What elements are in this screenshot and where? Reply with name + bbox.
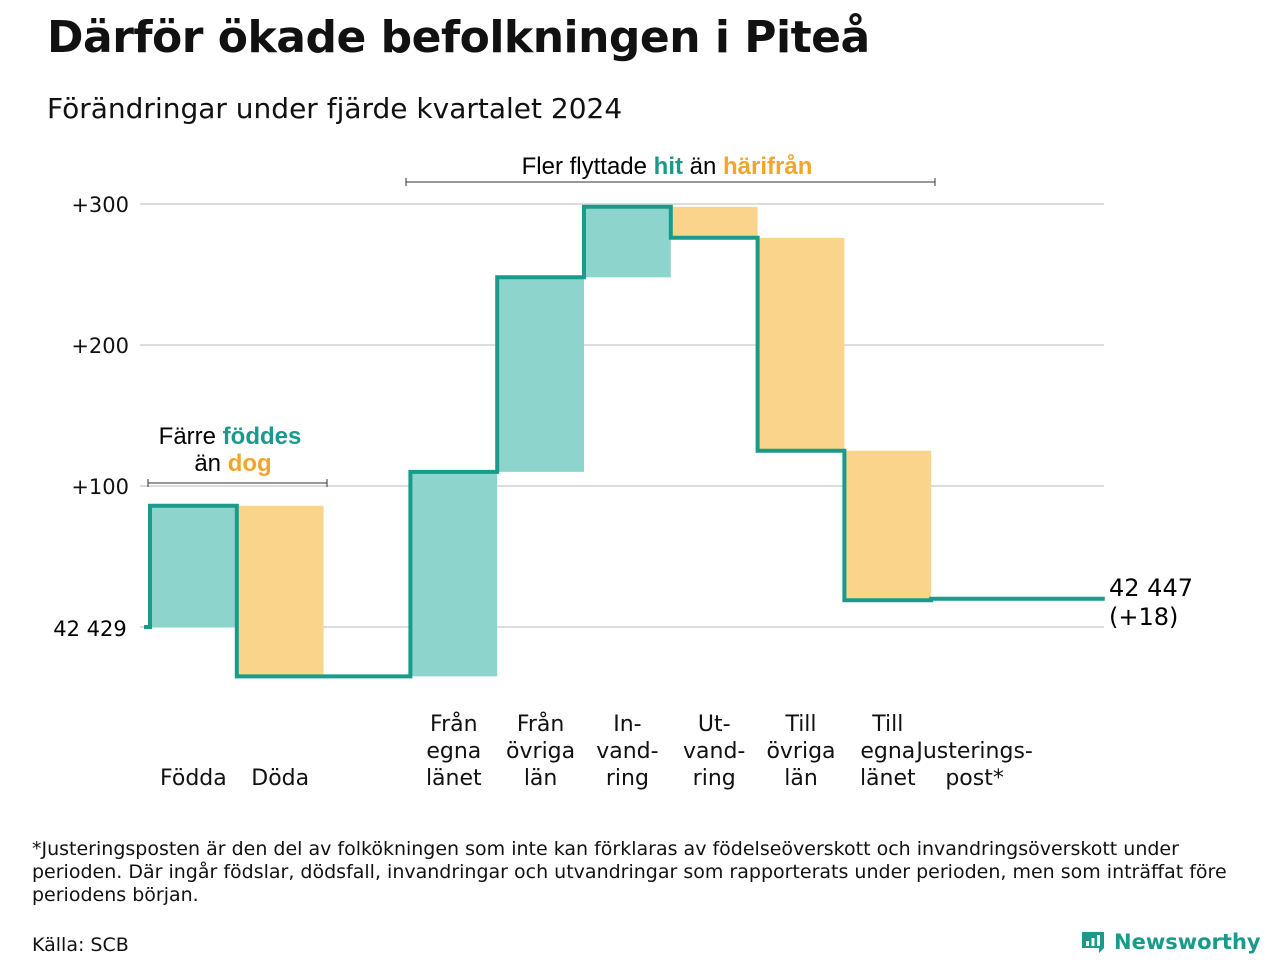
- annotation-highlight-decrease: härifrån: [723, 153, 812, 180]
- x-category-label: Till egna länet: [860, 712, 916, 791]
- y-tick-label: +200: [71, 334, 129, 358]
- x-category-label: Från egna länet: [426, 711, 482, 791]
- cumulative-step-line: [144, 204, 1105, 679]
- waterfall-chart: +100 +200 +300 Födda Döda Från egna länet Från öv…: [53, 153, 1193, 791]
- annotation-text: än: [194, 450, 227, 477]
- x-category-label: Födda: [160, 766, 227, 791]
- brand-name: Newsworthy: [1114, 930, 1261, 954]
- brand[interactable]: Newsworthy: [1080, 929, 1261, 955]
- bars: [150, 206, 932, 677]
- end-value-label: 42 447: [1109, 574, 1193, 602]
- decrease-bar: [236, 505, 324, 677]
- births-deaths-annotation: Färre föddes än dog: [147, 423, 328, 487]
- step-line: [144, 204, 1105, 679]
- migration-annotation: Fler flyttade hit än härifrån: [405, 153, 936, 186]
- annotation-text: än: [683, 153, 723, 180]
- axis-labels: +100 +200 +300 Födda Döda Från egna länet Från öv…: [71, 193, 1033, 791]
- x-category-label: Döda: [251, 766, 309, 791]
- x-category-label: Ut-vand-ring: [683, 712, 745, 791]
- decrease-bar: [670, 206, 758, 238]
- chart-subtitle: Förändringar under fjärde kvartalet 2024: [47, 92, 623, 125]
- newsworthy-logo-icon: [1082, 932, 1104, 953]
- source-label: Källa: SCB: [32, 934, 129, 956]
- decrease-bar: [757, 237, 845, 451]
- increase-bar: [497, 277, 584, 472]
- annotation-highlight-increase: hit: [654, 153, 683, 180]
- start-value-label: 42 429: [53, 617, 126, 641]
- x-category-label: In-vand-ring: [596, 712, 658, 791]
- footnote: *Justeringsposten är den del av folkökni…: [32, 838, 1227, 906]
- chart-title: Därför ökade befolkningen i Piteå: [47, 12, 870, 63]
- increase-bar: [150, 505, 237, 627]
- end-change-label: (+18): [1109, 603, 1178, 631]
- annotation-bracket: [147, 479, 328, 487]
- annotation-highlight-decrease: dog: [228, 450, 272, 477]
- svg-text:Färre föddes: Färre föddes: [159, 423, 302, 450]
- x-category-label: Till övriga län: [766, 712, 835, 791]
- x-category-label: Från övriga län: [506, 711, 575, 791]
- annotation-text: Färre: [159, 423, 223, 450]
- x-category-label: Justerings-post*: [914, 739, 1033, 791]
- y-tick-label: +300: [71, 193, 129, 217]
- svg-text:Fler flyttade hit än härifrån: Fler flyttade hit än härifrån: [522, 153, 813, 180]
- decrease-bar: [844, 450, 932, 601]
- annotation-highlight-increase: föddes: [223, 423, 302, 450]
- increase-bar: [584, 206, 671, 278]
- y-tick-label: +100: [71, 475, 129, 499]
- increase-bar: [410, 471, 498, 677]
- annotation-bracket: [405, 178, 936, 186]
- annotation-text: Fler flyttade: [522, 153, 654, 180]
- svg-text:än dog: än dog: [194, 450, 271, 477]
